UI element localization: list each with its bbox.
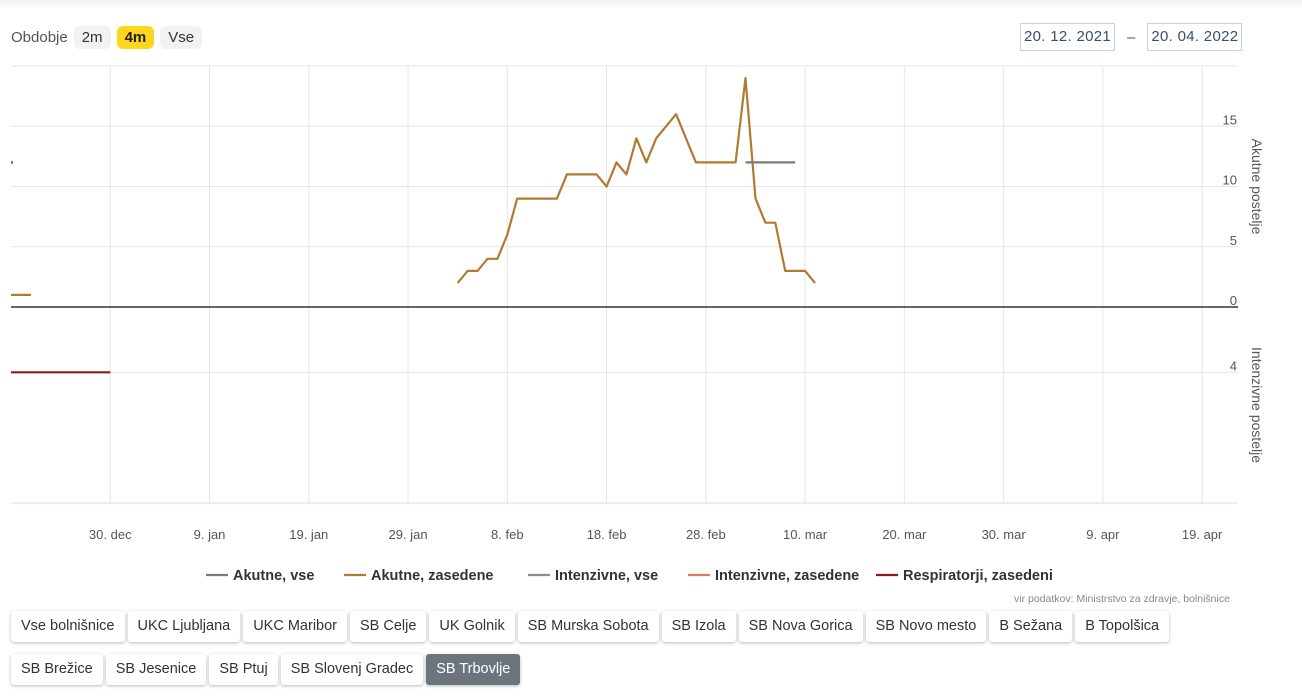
hospital-button[interactable]: SB Slovenj Gradec [280,654,424,685]
hospital-button[interactable]: SB Novo mesto [865,611,987,642]
period-2m-button[interactable]: 2m [73,25,111,49]
date-from-input[interactable]: 20. 12. 2021 [1020,23,1116,51]
series-line [456,76,816,284]
x-tick-label: 30. mar [982,527,1027,542]
y-axis-title: Akutne postelje [1249,139,1265,235]
x-tick-label: 30. dec [89,527,132,542]
y-tick-label: 0 [1230,293,1237,308]
hospital-button[interactable]: B Topolšica [1075,611,1170,642]
hospital-button[interactable]: UKC Ljubljana [127,611,241,642]
hospital-button[interactable]: B Sežana [989,611,1073,642]
legend-label: Akutne, zasedene [371,568,494,584]
hospital-button[interactable]: UKC Maribor [243,611,347,642]
top-shade [0,0,1302,8]
data-source: vir podatkov: Ministrstvo za zdravje, bo… [1014,593,1230,605]
y-tick-label: 4 [1230,358,1237,373]
y-tick-label: 15 [1223,112,1237,127]
x-tick-label: 9. jan [194,527,226,542]
x-tick-label: 29. jan [389,527,428,542]
hospital-button[interactable]: SB Izola [661,611,736,642]
y-tick-label: 5 [1230,233,1237,248]
period-selector: Obdobje 2m 4m Vse [11,24,208,50]
period-4m-button[interactable]: 4m [116,25,155,49]
hospital-button[interactable]: SB Trbovlje [426,654,521,685]
date-separator: – [1127,28,1136,46]
date-to-input[interactable]: 20. 04. 2022 [1147,23,1243,51]
hospital-button[interactable]: SB Ptuj [209,654,278,685]
hospital-beds-chart: 30. dec 9. jan 19. jan 29. jan 8. feb 18. feb… [11,65,1265,584]
x-tick-label: 18. feb [587,527,627,542]
period-all-button[interactable]: Vse [160,25,203,49]
legend-label: Respiratorji, zasedeni [903,568,1053,584]
date-range: 20. 12. 2021 – 20. 04. 2022 [1020,23,1243,51]
legend-label: Akutne, vse [233,568,314,584]
hospital-button[interactable]: SB Celje [350,611,427,642]
hospital-button[interactable]: SB Jesenice [105,654,207,685]
hospital-button[interactable]: UK Golnik [429,611,515,642]
series-point [11,160,13,164]
hospital-buttons: Vse bolnišnice UKC Ljubljana UKC Maribor SB… [11,611,1251,697]
y-tick-label: 10 [1223,173,1237,188]
period-label: Obdobje [11,28,68,46]
x-tick-label: 28. feb [686,527,726,542]
x-tick-label: 8. feb [491,527,524,542]
x-tick-label: 19. apr [1182,527,1223,542]
legend-label: Intenzivne, vse [555,568,658,584]
hospital-button[interactable]: SB Brežice [11,654,103,685]
x-tick-label: 20. mar [882,527,927,542]
x-tick-label: 10. mar [783,527,828,542]
y-axis-title: Intenzivne postelje [1249,347,1265,463]
hospital-button[interactable]: SB Nova Gorica [738,611,863,642]
legend-label: Intenzivne, zasedene [715,568,859,584]
x-tick-label: 19. jan [289,527,328,542]
hospital-button[interactable]: Vse bolnišnice [11,611,125,642]
hospital-button[interactable]: SB Murska Sobota [517,611,659,642]
x-tick-label: 9. apr [1086,527,1120,542]
